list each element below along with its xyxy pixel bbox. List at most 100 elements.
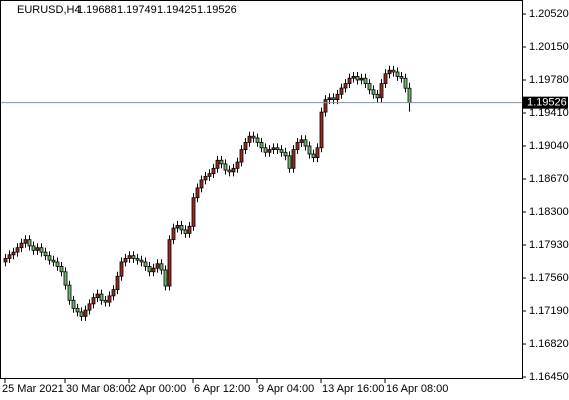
candle-body (247, 135, 252, 143)
y-tick-label: 1.18670 (529, 173, 569, 185)
candle-body (359, 77, 364, 81)
candle-body (95, 293, 100, 299)
candle-body (11, 251, 16, 256)
candle-body (351, 76, 356, 79)
candle-body (199, 179, 204, 189)
candle-body (103, 299, 108, 303)
candle-body (143, 261, 148, 267)
y-tick-label: 1.17560 (529, 272, 569, 284)
candle-body (107, 295, 112, 303)
candle-body (175, 224, 180, 229)
candle-body (327, 97, 332, 101)
candle-body (339, 87, 344, 95)
candle-body (83, 309, 88, 317)
candle-body (403, 77, 408, 89)
candle-body (263, 147, 268, 153)
candle-body (7, 254, 12, 259)
candle-body (239, 149, 244, 163)
candle-body (215, 159, 220, 169)
candle-body (331, 97, 336, 101)
candle-body (347, 77, 352, 84)
candle-body (295, 142, 300, 150)
candle-body (179, 224, 184, 231)
x-tick-label: 6 Apr 12:00 (194, 383, 250, 395)
candle-body (251, 135, 256, 139)
candle-body (291, 149, 296, 169)
candle-body (283, 151, 288, 157)
candle-body (195, 187, 200, 199)
y-tick-label: 1.19780 (529, 74, 569, 86)
candle-body (191, 197, 196, 227)
ohlc-low: 1.19425 (157, 4, 197, 16)
candle-body (391, 69, 396, 73)
candle-body (379, 83, 384, 99)
candle-body (51, 259, 56, 263)
candle-body (99, 293, 104, 301)
candle-body (55, 261, 60, 267)
candle-body (211, 167, 216, 175)
price-label: 1.19526 (527, 97, 567, 109)
candle-body (279, 149, 284, 153)
candle-body (135, 257, 140, 261)
y-tick-label: 1.19040 (529, 140, 569, 152)
candle-body (307, 145, 312, 155)
candle-body (395, 71, 400, 77)
y-tick-label: 1.16820 (529, 338, 569, 350)
candle-body (111, 289, 116, 297)
price-label-box (523, 96, 568, 109)
candle-body (127, 255, 132, 259)
candle-body (23, 239, 28, 244)
candle-body (119, 261, 124, 277)
candle-body (311, 153, 316, 159)
candle-body (147, 266, 152, 273)
candle-body (371, 89, 376, 95)
candle-body (203, 175, 208, 181)
x-tick-label: 16 Apr 08:00 (386, 383, 448, 395)
candle-body (303, 139, 308, 147)
candle-body (299, 139, 304, 143)
candle-body (123, 257, 128, 263)
candle-body (227, 169, 232, 173)
candle-body (363, 77, 368, 84)
candle-body (367, 83, 372, 91)
candle-body (3, 257, 8, 263)
candle-body (275, 147, 280, 150)
plot-frame (0, 0, 523, 379)
candle-body (163, 269, 168, 287)
candle-body (187, 225, 192, 234)
candle-body (63, 271, 68, 286)
candle-body (399, 76, 404, 79)
candle-body (15, 247, 20, 253)
candle-body (255, 137, 260, 143)
x-tick-label: 30 Mar 08:00 (66, 383, 131, 395)
ohlc-open: 1.19688 (77, 4, 117, 16)
candle-body (343, 83, 348, 89)
x-tick-label: 9 Apr 04:00 (258, 383, 314, 395)
candle-body (71, 299, 76, 309)
candle-body (155, 263, 160, 269)
y-tick-label: 1.16450 (529, 371, 569, 383)
candle-body (171, 227, 176, 241)
candle-body (67, 284, 72, 301)
candle-body (207, 173, 212, 177)
candle-body (259, 142, 264, 149)
candle-body (267, 149, 272, 153)
candle-body (27, 239, 32, 247)
candle-body (355, 76, 360, 81)
x-tick-label: 2 Apr 00:00 (130, 383, 186, 395)
y-tick-label: 1.17930 (529, 239, 569, 251)
candle-body (159, 263, 164, 271)
candle-body (87, 303, 92, 311)
y-tick-label: 1.20520 (529, 8, 569, 20)
x-tick-label: 13 Apr 16:00 (322, 383, 384, 395)
candle-body (35, 247, 40, 251)
candle-body (243, 142, 248, 150)
candle-body (91, 297, 96, 305)
candle-body (167, 239, 172, 287)
candle-body (387, 69, 392, 75)
candle-body (375, 93, 380, 99)
candle-body (287, 155, 292, 169)
candle-body (235, 161, 240, 169)
candle-body (383, 73, 388, 84)
